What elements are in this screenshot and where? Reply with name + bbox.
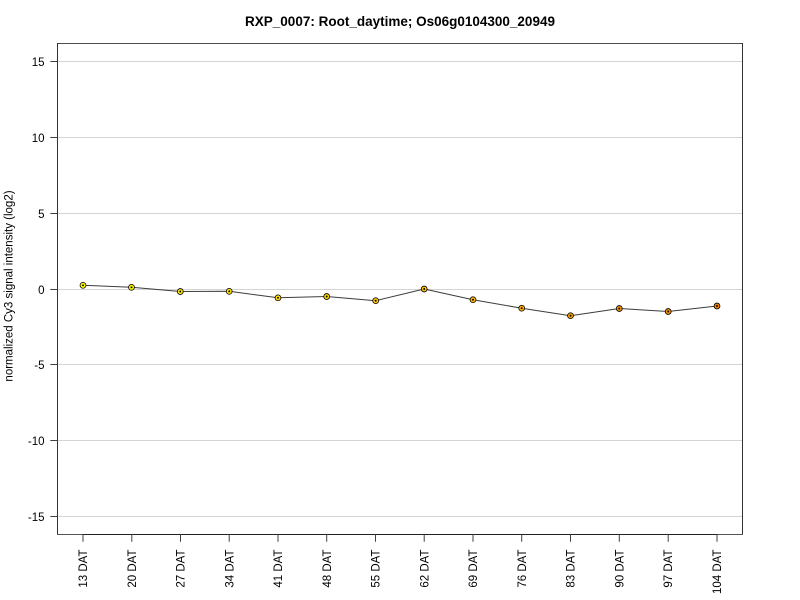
svg-text:104 DAT: 104 DAT (712, 550, 724, 595)
svg-text:55 DAT: 55 DAT (371, 550, 383, 588)
svg-text:90 DAT: 90 DAT (614, 550, 626, 588)
svg-text:normalized Cy3 signal intensit: normalized Cy3 signal intensity (log2) (4, 190, 16, 381)
svg-text:10: 10 (32, 133, 45, 145)
svg-text:27 DAT: 27 DAT (176, 550, 188, 588)
svg-text:-5: -5 (34, 360, 44, 372)
svg-text:20 DAT: 20 DAT (127, 550, 139, 588)
svg-text:-10: -10 (28, 436, 45, 448)
svg-text:62 DAT: 62 DAT (419, 550, 431, 588)
svg-text:76 DAT: 76 DAT (517, 550, 529, 588)
svg-text:83 DAT: 83 DAT (566, 550, 578, 588)
svg-text:0: 0 (38, 285, 44, 297)
svg-text:34 DAT: 34 DAT (224, 550, 236, 588)
svg-text:48 DAT: 48 DAT (322, 550, 334, 588)
svg-text:RXP_0007: Root_daytime; Os06g0: RXP_0007: Root_daytime; Os06g0104300_209… (245, 14, 555, 29)
svg-text:15: 15 (32, 57, 45, 69)
svg-text:97 DAT: 97 DAT (663, 550, 675, 588)
svg-text:69 DAT: 69 DAT (468, 550, 480, 588)
svg-text:41 DAT: 41 DAT (273, 550, 285, 588)
svg-text:-15: -15 (28, 512, 45, 524)
svg-text:13 DAT: 13 DAT (78, 550, 90, 588)
svg-text:5: 5 (38, 209, 44, 221)
